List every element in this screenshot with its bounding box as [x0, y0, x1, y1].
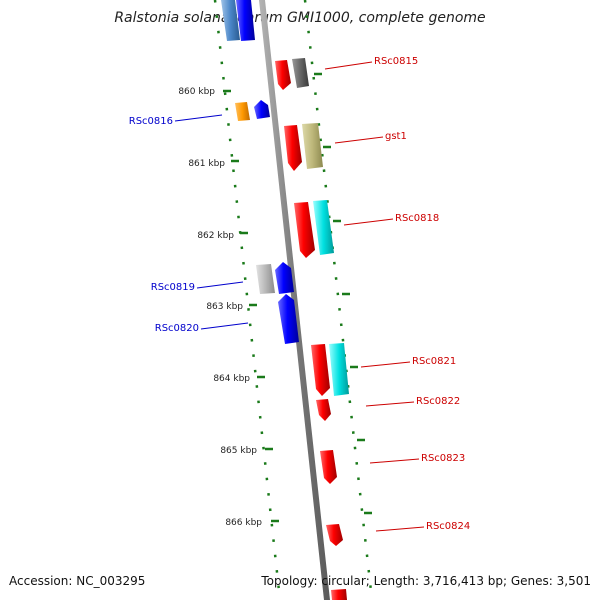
cds-RSc0820 — [278, 294, 299, 344]
gene-label-RSc0822[interactable]: RSc0822 — [416, 396, 460, 407]
map-title: Ralstonia solanacearum GMI1000, complete… — [114, 10, 486, 26]
leader-RSc0816 — [174, 114, 223, 122]
cds-top-blue — [236, 0, 255, 41]
ruler-label-865: 865 kbp — [220, 446, 257, 456]
ruler-label-866: 866 kbp — [225, 518, 262, 528]
genome-backbone — [259, 0, 330, 600]
cds-top-left — [221, 0, 240, 41]
leader-gst1 — [334, 136, 384, 144]
top-gene-block — [221, 0, 255, 41]
leader-RSc0823 — [369, 458, 420, 464]
ruler-label-863: 863 kbp — [206, 302, 243, 312]
ruler-label-860: 860 kbp — [178, 87, 215, 97]
cds-RSc0823 — [320, 450, 337, 484]
leader-RSc0819 — [196, 281, 244, 289]
cds-RSc0815-homolog — [292, 58, 309, 88]
leader-RSc0818 — [343, 218, 394, 226]
cds-RSc0818 — [294, 202, 315, 258]
gene-label-RSc0819[interactable]: RSc0819 — [151, 282, 195, 293]
cds-RSc0818-homolog — [313, 200, 334, 255]
cds-RSc0816 — [254, 100, 270, 119]
ruler-label-862: 862 kbp — [197, 231, 234, 241]
gene-label-RSc0815[interactable]: RSc0815 — [374, 56, 418, 67]
cds-gst1-homolog — [302, 123, 323, 169]
cds-RSc0819 — [275, 262, 294, 294]
accession-text: Accession: NC_003295 — [9, 574, 146, 588]
ruler-ticks — [223, 89, 279, 523]
gene-label-RSc0821[interactable]: RSc0821 — [412, 356, 456, 367]
leader-RSc0815 — [324, 61, 373, 70]
cds-RSc0819-homolog — [256, 264, 275, 294]
ruler-label-861: 861 kbp — [188, 159, 225, 169]
leader-RSc0821 — [360, 361, 411, 368]
leader-RSc0824 — [375, 526, 425, 532]
cds-RSc0824 — [326, 524, 343, 546]
cds-RSc0822 — [316, 399, 331, 421]
gene-label-RSc0824[interactable]: RSc0824 — [426, 521, 470, 532]
right-track-ticks — [314, 72, 372, 515]
leader-RSc0820 — [200, 322, 249, 330]
gene-label-RSc0823[interactable]: RSc0823 — [421, 453, 465, 464]
cds-RSc0821-homolog — [329, 343, 349, 396]
cds-RSc0821 — [311, 344, 330, 396]
gene-label-RSc0816[interactable]: RSc0816 — [129, 116, 173, 127]
topology-text: Topology: circular; Length: 3,716,413 bp… — [261, 574, 591, 588]
cds-RSc0816-homolog — [235, 102, 250, 121]
gene-label-RSc0818[interactable]: RSc0818 — [395, 213, 439, 224]
cds-bottom-partial — [331, 589, 347, 600]
cds-RSc0815 — [275, 60, 291, 90]
ruler-label-864: 864 kbp — [213, 374, 250, 384]
gene-label-RSc0820[interactable]: RSc0820 — [155, 323, 199, 334]
gene-label-gst1[interactable]: gst1 — [385, 131, 407, 142]
cds-gst1 — [284, 125, 302, 171]
leader-RSc0822 — [365, 401, 415, 407]
